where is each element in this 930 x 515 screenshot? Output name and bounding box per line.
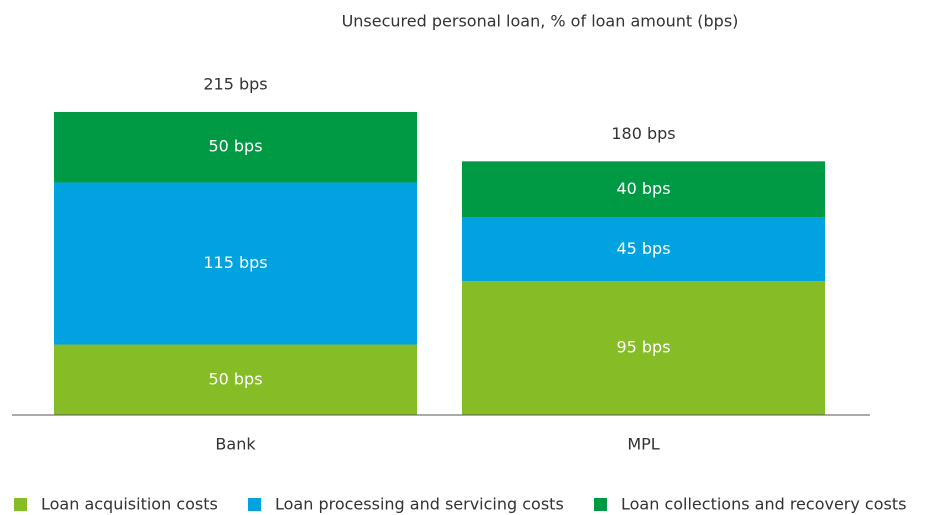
x-tick-label: Bank	[215, 435, 256, 454]
bar-segment	[54, 112, 417, 183]
bar-segment	[462, 217, 825, 282]
value-label: 115 bps	[203, 253, 267, 272]
value-label: 45 bps	[616, 239, 670, 258]
legend-swatch	[594, 498, 607, 511]
legend-label: Loan processing and servicing costs	[275, 495, 564, 514]
bar-segment	[462, 281, 825, 415]
value-label: 95 bps	[616, 338, 670, 357]
legend-swatch	[248, 498, 261, 511]
legend-label: Loan acquisition costs	[41, 495, 218, 514]
x-tick-label: MPL	[627, 435, 659, 454]
legend-swatch	[14, 498, 27, 511]
bar-segment	[462, 161, 825, 218]
bar-segment	[54, 344, 417, 415]
legend-label: Loan collections and recovery costs	[621, 495, 906, 514]
chart-title: Unsecured personal loan, % of loan amoun…	[342, 12, 739, 31]
total-label: 215 bps	[203, 75, 267, 94]
value-label: 50 bps	[208, 137, 262, 156]
bar-segment	[54, 182, 417, 345]
value-label: 40 bps	[616, 179, 670, 198]
total-label: 180 bps	[611, 124, 675, 143]
value-label: 50 bps	[208, 369, 262, 388]
